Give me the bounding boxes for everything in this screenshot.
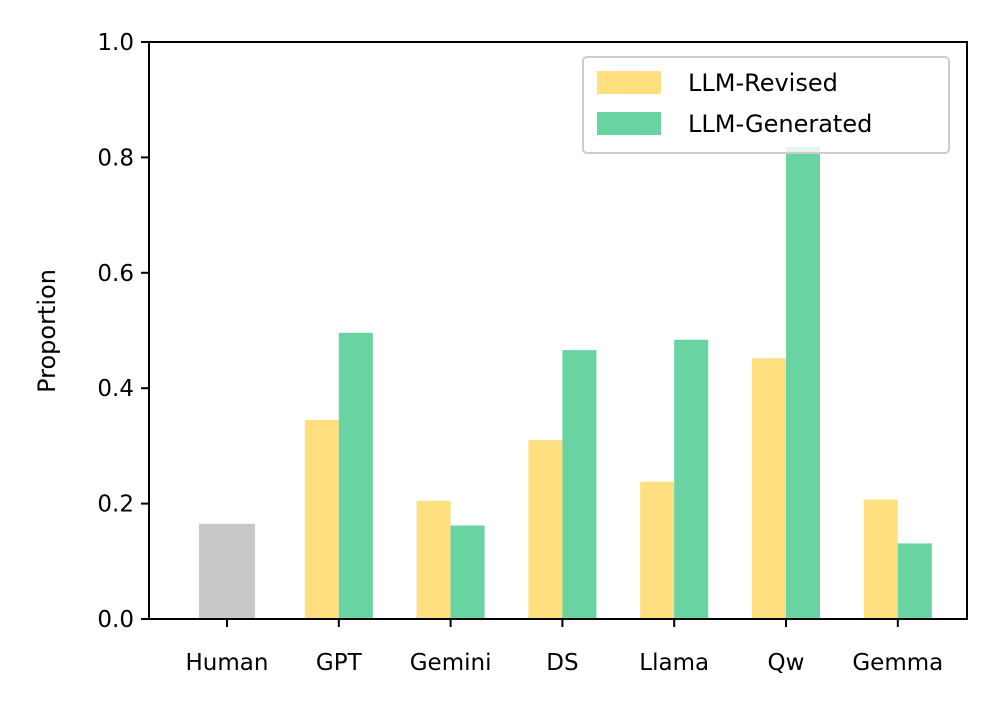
- bar-llm-generated-gemini: [450, 525, 485, 619]
- legend-label-llm-generated: LLM-Generated: [688, 110, 872, 138]
- y-tick-label: 0.4: [97, 376, 134, 402]
- x-tick-label-human: Human: [186, 650, 269, 676]
- x-tick-label-gpt: GPT: [316, 650, 363, 676]
- bar-llm-generated-ds: [562, 350, 597, 619]
- bar-llm-revised-gemma: [863, 499, 898, 619]
- x-axis: Human GPT Gemini DS Llama Qw Gemma: [186, 619, 943, 676]
- legend-swatch-llm-revised: [597, 71, 661, 94]
- x-tick-label-gemma: Gemma: [852, 650, 943, 676]
- y-axis: 0.0 0.2 0.4 0.6 0.8 1.0: [97, 30, 149, 633]
- x-tick-label-gemini: Gemini: [410, 650, 492, 676]
- y-axis-label: Proportion: [33, 269, 61, 393]
- legend: LLM-Revised LLM-Generated: [582, 56, 950, 154]
- bar-human: [199, 523, 255, 619]
- bar-llm-revised-gpt: [304, 419, 339, 619]
- legend-label-llm-revised: LLM-Revised: [688, 69, 838, 97]
- bars-group: [199, 147, 932, 619]
- y-tick-label: 0.0: [97, 607, 134, 633]
- legend-box: [582, 56, 950, 154]
- bar-llm-generated-gpt: [338, 332, 373, 619]
- legend-swatch-llm-generated: [597, 112, 661, 135]
- y-tick-label: 0.6: [97, 261, 134, 287]
- bar-llm-revised-gemini: [416, 500, 451, 619]
- bar-llm-generated-qw: [786, 147, 820, 619]
- x-tick-label-llama: Llama: [639, 650, 709, 676]
- plot-frame: [148, 41, 968, 620]
- x-tick-label-qw: Qw: [768, 650, 805, 676]
- bar-llm-revised-qw: [752, 358, 786, 619]
- y-tick-label: 0.8: [97, 145, 134, 171]
- bar-llm-generated-gemma: [897, 543, 932, 619]
- bar-llm-revised-ds: [528, 440, 563, 619]
- bar-llm-revised-llama: [640, 481, 675, 619]
- y-tick-label: 1.0: [97, 30, 134, 56]
- y-tick-label: 0.2: [97, 492, 134, 518]
- x-tick-label-ds: DS: [546, 650, 578, 676]
- bar-llm-generated-llama: [674, 339, 709, 619]
